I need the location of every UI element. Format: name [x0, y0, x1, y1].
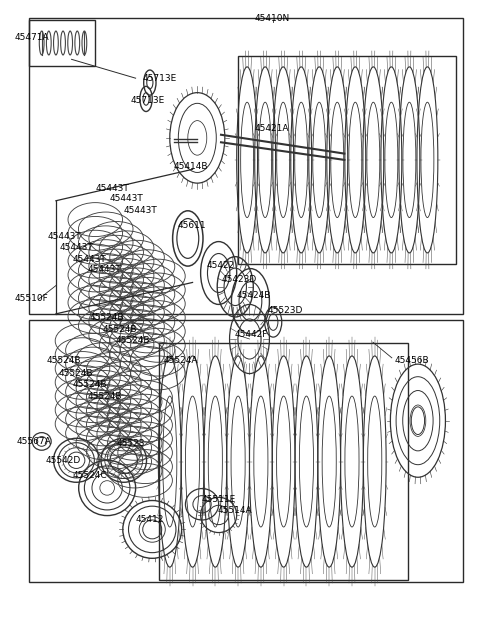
Text: 45471A: 45471A — [14, 33, 49, 42]
Bar — [29, 18, 463, 314]
Text: 45443T: 45443T — [96, 184, 129, 193]
Text: 45443T: 45443T — [124, 205, 157, 215]
Bar — [29, 320, 463, 582]
Text: 45443T: 45443T — [87, 266, 121, 275]
Text: 45443T: 45443T — [60, 243, 94, 252]
Text: 45524B: 45524B — [59, 369, 93, 378]
Text: 45443T: 45443T — [109, 195, 143, 204]
Text: 45524B: 45524B — [87, 392, 122, 401]
Text: 45611: 45611 — [178, 221, 206, 230]
Text: 45410N: 45410N — [254, 14, 289, 23]
Text: 45511E: 45511E — [201, 495, 235, 504]
Text: 45524C: 45524C — [73, 471, 108, 480]
Text: 45442F: 45442F — [234, 330, 268, 339]
Text: 45414B: 45414B — [174, 162, 208, 171]
Text: 45443T: 45443T — [73, 255, 107, 264]
Text: 45510F: 45510F — [14, 294, 48, 302]
Text: 45524B: 45524B — [116, 337, 150, 346]
Text: 45423D: 45423D — [222, 275, 257, 285]
Text: 45567A: 45567A — [17, 437, 52, 446]
Text: 45542D: 45542D — [46, 456, 81, 465]
Text: 45524B: 45524B — [47, 356, 81, 365]
Text: 45523: 45523 — [117, 439, 145, 448]
Text: 45713E: 45713E — [143, 74, 177, 82]
Text: 45524A: 45524A — [163, 356, 198, 365]
Text: 45412: 45412 — [136, 515, 164, 524]
Text: 45422: 45422 — [207, 261, 235, 270]
Text: 45514A: 45514A — [217, 506, 252, 515]
Text: 45421A: 45421A — [254, 124, 289, 133]
Text: 45443T: 45443T — [48, 232, 82, 241]
Text: 45424B: 45424B — [236, 290, 271, 299]
Text: 45713E: 45713E — [131, 96, 165, 105]
Text: 45523D: 45523D — [267, 306, 303, 315]
Text: 45524B: 45524B — [102, 325, 137, 334]
Text: 45524B: 45524B — [89, 313, 124, 321]
Bar — [29, 20, 96, 66]
Text: 45524B: 45524B — [73, 380, 108, 389]
Text: 45456B: 45456B — [394, 356, 429, 365]
